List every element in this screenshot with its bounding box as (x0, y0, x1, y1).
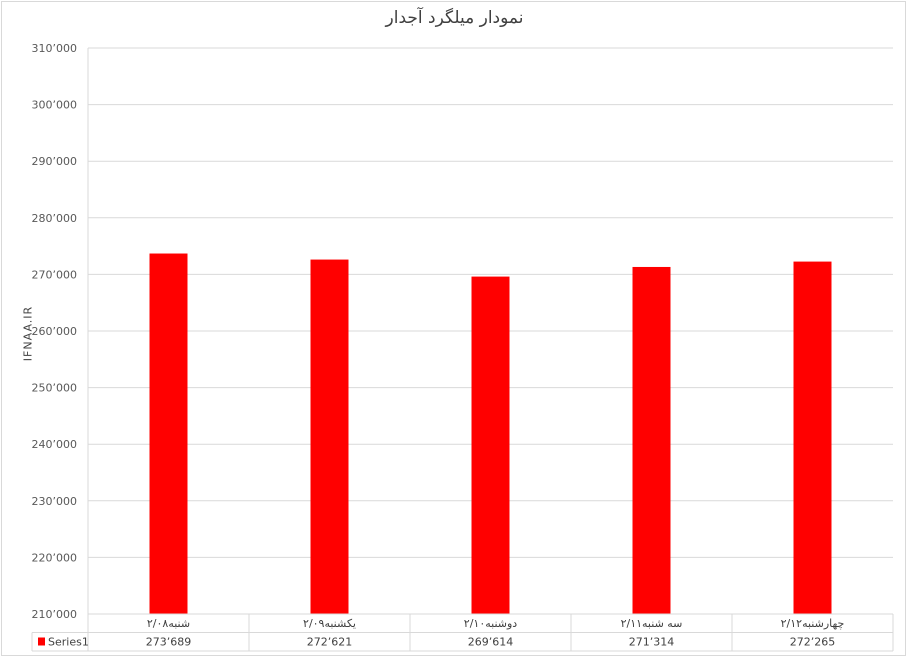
x-tick-label: سه شنبه۲/۱۱ (621, 617, 683, 630)
x-tick-label: یکشنبه۲/۰۹ (303, 617, 356, 630)
x-tick-label: چهارشنبه۲/۱۲ (781, 617, 845, 630)
bar (793, 261, 832, 614)
bar (149, 253, 188, 614)
y-tick-label: 300٬000 (32, 99, 78, 112)
y-tick-label: 260٬000 (32, 325, 78, 338)
data-label: 272٬621 (307, 636, 353, 649)
data-label: 272٬265 (790, 636, 836, 649)
chart-title: نمودار میلگرد آجدار (385, 8, 524, 28)
data-label: 271٬314 (629, 636, 675, 649)
y-tick-label: 210٬000 (32, 608, 78, 621)
y-tick-label: 310٬000 (32, 42, 78, 55)
bar (471, 276, 510, 614)
y-tick-label: 290٬000 (32, 155, 78, 168)
y-tick-label: 270٬000 (32, 268, 78, 281)
data-label: 269٬614 (468, 636, 514, 649)
y-tick-label: 250٬000 (32, 382, 78, 395)
data-label: 273٬689 (146, 636, 192, 649)
y-tick-label: 230٬000 (32, 495, 78, 508)
x-tick-label: دوشنبه۲/۱۰ (464, 617, 518, 630)
legend-label: Series1 (48, 636, 89, 649)
bar (632, 266, 671, 614)
y-tick-label: 220٬000 (32, 551, 78, 564)
y-tick-label: 280٬000 (32, 212, 78, 225)
bar (310, 259, 349, 614)
y-tick-label: 240٬000 (32, 438, 78, 451)
legend-swatch (38, 637, 45, 646)
x-tick-label: شنبه۲/۰۸ (147, 617, 190, 630)
